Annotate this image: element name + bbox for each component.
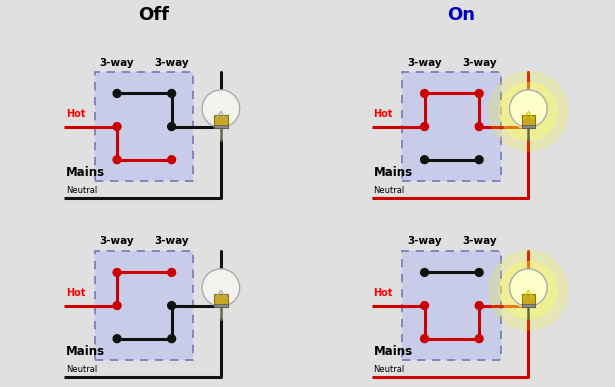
- Text: Neutral: Neutral: [66, 187, 97, 195]
- Bar: [214, 305, 228, 307]
- Circle shape: [500, 83, 557, 140]
- Bar: [402, 251, 501, 360]
- Circle shape: [168, 89, 176, 98]
- Bar: [402, 72, 501, 181]
- Text: Mains: Mains: [373, 166, 413, 179]
- Circle shape: [475, 156, 483, 164]
- Circle shape: [475, 301, 483, 310]
- Text: Off: Off: [138, 6, 169, 24]
- Circle shape: [421, 269, 429, 276]
- Text: On: On: [447, 6, 475, 24]
- Circle shape: [421, 156, 429, 164]
- Circle shape: [421, 89, 429, 98]
- Bar: [214, 125, 228, 128]
- Bar: [522, 305, 535, 307]
- Circle shape: [113, 269, 121, 276]
- Circle shape: [168, 123, 176, 130]
- Bar: [522, 115, 535, 128]
- Text: Mains: Mains: [373, 345, 413, 358]
- Circle shape: [510, 93, 546, 129]
- Text: Neutral: Neutral: [373, 365, 405, 375]
- Circle shape: [421, 335, 429, 342]
- Text: Mains: Mains: [66, 166, 105, 179]
- Bar: [522, 294, 535, 307]
- Circle shape: [113, 89, 121, 98]
- Circle shape: [113, 123, 121, 130]
- Circle shape: [475, 89, 483, 98]
- Text: Hot: Hot: [66, 108, 85, 118]
- Bar: [95, 72, 193, 181]
- Text: 3-way: 3-way: [462, 236, 496, 247]
- Text: 3-way: 3-way: [462, 58, 496, 67]
- Circle shape: [168, 301, 176, 310]
- Circle shape: [168, 335, 176, 342]
- Text: 3-way: 3-way: [407, 236, 442, 247]
- Bar: [522, 125, 535, 128]
- Bar: [214, 294, 228, 307]
- Text: 3-way: 3-way: [100, 236, 134, 247]
- Circle shape: [202, 90, 240, 127]
- Text: Neutral: Neutral: [66, 365, 97, 375]
- Bar: [95, 251, 193, 360]
- Bar: [214, 115, 228, 128]
- Text: Hot: Hot: [373, 108, 393, 118]
- Circle shape: [475, 123, 483, 130]
- Circle shape: [113, 335, 121, 342]
- Circle shape: [202, 269, 240, 307]
- Circle shape: [113, 156, 121, 164]
- Circle shape: [168, 269, 176, 276]
- Circle shape: [421, 301, 429, 310]
- Circle shape: [510, 272, 546, 308]
- Text: Neutral: Neutral: [373, 187, 405, 195]
- Text: Hot: Hot: [66, 288, 85, 298]
- Circle shape: [489, 72, 568, 151]
- Text: 3-way: 3-way: [407, 58, 442, 67]
- Circle shape: [475, 335, 483, 342]
- Circle shape: [113, 301, 121, 310]
- Circle shape: [510, 269, 547, 307]
- Circle shape: [475, 269, 483, 276]
- Text: Hot: Hot: [373, 288, 393, 298]
- Circle shape: [421, 123, 429, 130]
- Text: 3-way: 3-way: [100, 58, 134, 67]
- Circle shape: [510, 90, 547, 127]
- Circle shape: [500, 262, 557, 319]
- Text: 3-way: 3-way: [154, 58, 189, 67]
- Text: 3-way: 3-way: [154, 236, 189, 247]
- Circle shape: [489, 251, 568, 330]
- Text: Mains: Mains: [66, 345, 105, 358]
- Circle shape: [168, 156, 176, 164]
